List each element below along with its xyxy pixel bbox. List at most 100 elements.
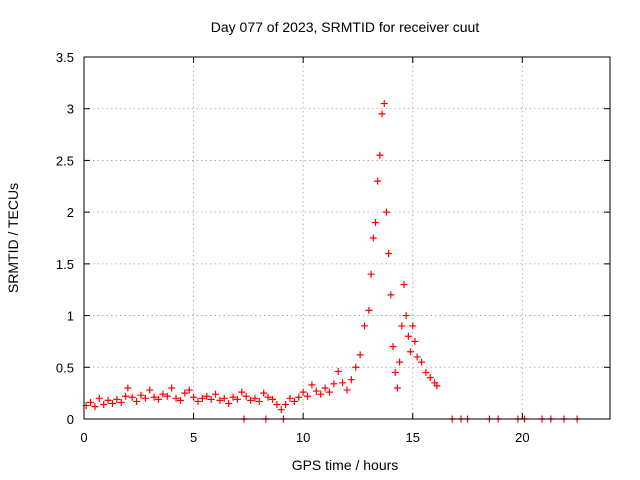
data-point [117, 398, 125, 406]
y-tick-label: 2.5 [56, 153, 74, 168]
y-axis-label: SRMTID / TECUs [5, 183, 21, 293]
data-point [181, 389, 189, 397]
data-point [108, 399, 116, 407]
data-point [325, 388, 333, 396]
data-point [264, 393, 272, 401]
data-point [404, 332, 412, 340]
data-point [194, 397, 202, 405]
data-point [141, 394, 149, 402]
data-point [308, 381, 316, 389]
data-point [409, 322, 417, 330]
data-point [426, 374, 434, 382]
data-point [282, 401, 290, 409]
data-point [91, 403, 99, 411]
y-tick-label: 3 [67, 102, 74, 117]
data-point [203, 392, 211, 400]
y-tick-label: 1.5 [56, 257, 74, 272]
data-point [367, 270, 375, 278]
scatter-points [82, 100, 581, 423]
data-point [418, 358, 426, 366]
data-point [176, 396, 184, 404]
data-point [87, 398, 95, 406]
data-point [413, 353, 421, 361]
y-tick-label: 0.5 [56, 360, 74, 375]
data-point [113, 395, 121, 403]
data-point [185, 386, 193, 394]
data-point [334, 367, 342, 375]
data-point [391, 368, 399, 376]
data-point [347, 376, 355, 384]
data-point [146, 386, 154, 394]
data-point [371, 218, 379, 226]
data-point [393, 384, 401, 392]
data-point [361, 322, 369, 330]
data-point [159, 390, 167, 398]
y-tick-label: 1 [67, 309, 74, 324]
data-point [168, 384, 176, 392]
data-point [387, 291, 395, 299]
data-point [128, 393, 136, 401]
data-point [380, 100, 388, 108]
data-point [247, 396, 255, 404]
x-tick-label: 20 [515, 430, 529, 445]
data-point [100, 401, 108, 409]
data-point [229, 393, 237, 401]
data-point [150, 393, 158, 401]
data-point [356, 351, 364, 359]
data-point [238, 388, 246, 396]
data-point [104, 396, 112, 404]
data-point [137, 391, 145, 399]
grid-lines [84, 57, 610, 419]
data-point [378, 110, 386, 118]
data-point [389, 343, 397, 351]
data-point [190, 393, 198, 401]
data-point [321, 384, 329, 392]
y-tick-label: 0 [67, 412, 74, 427]
data-point [433, 382, 441, 390]
y-tick-label: 2 [67, 205, 74, 220]
data-point [225, 399, 233, 407]
data-point [400, 281, 408, 289]
data-point [407, 348, 415, 356]
data-point [402, 312, 410, 320]
data-point [339, 379, 347, 387]
x-tick-label: 5 [190, 430, 197, 445]
data-point [376, 151, 384, 159]
data-point [304, 392, 312, 400]
data-point [212, 390, 219, 398]
data-point [220, 394, 228, 402]
x-tick-label: 0 [80, 430, 87, 445]
data-point [365, 306, 373, 314]
data-point [374, 177, 382, 185]
plot-frame [83, 56, 611, 420]
data-point [317, 390, 325, 398]
data-point [352, 363, 360, 371]
data-point [255, 397, 263, 405]
data-point [133, 397, 141, 405]
data-point [268, 395, 276, 403]
data-point [290, 397, 298, 405]
x-tick-label: 10 [296, 430, 310, 445]
data-point [172, 394, 180, 402]
data-point [95, 394, 103, 402]
data-point [251, 394, 259, 402]
data-point [411, 337, 419, 345]
data-point [396, 358, 404, 366]
data-point [398, 322, 406, 330]
data-point [260, 389, 268, 397]
data-point [233, 395, 241, 403]
data-point [295, 393, 303, 401]
data-point [122, 392, 130, 400]
data-point [330, 380, 338, 388]
data-point [312, 387, 320, 395]
data-point [299, 388, 307, 396]
x-tick-label: 15 [406, 430, 420, 445]
data-point [277, 406, 285, 414]
data-point [422, 368, 430, 376]
data-point [369, 234, 377, 242]
data-point [163, 392, 171, 400]
y-tick-label: 3.5 [56, 50, 74, 65]
data-point [124, 384, 132, 392]
chart-title: Day 077 of 2023, SRMTID for receiver cuu… [211, 19, 480, 35]
